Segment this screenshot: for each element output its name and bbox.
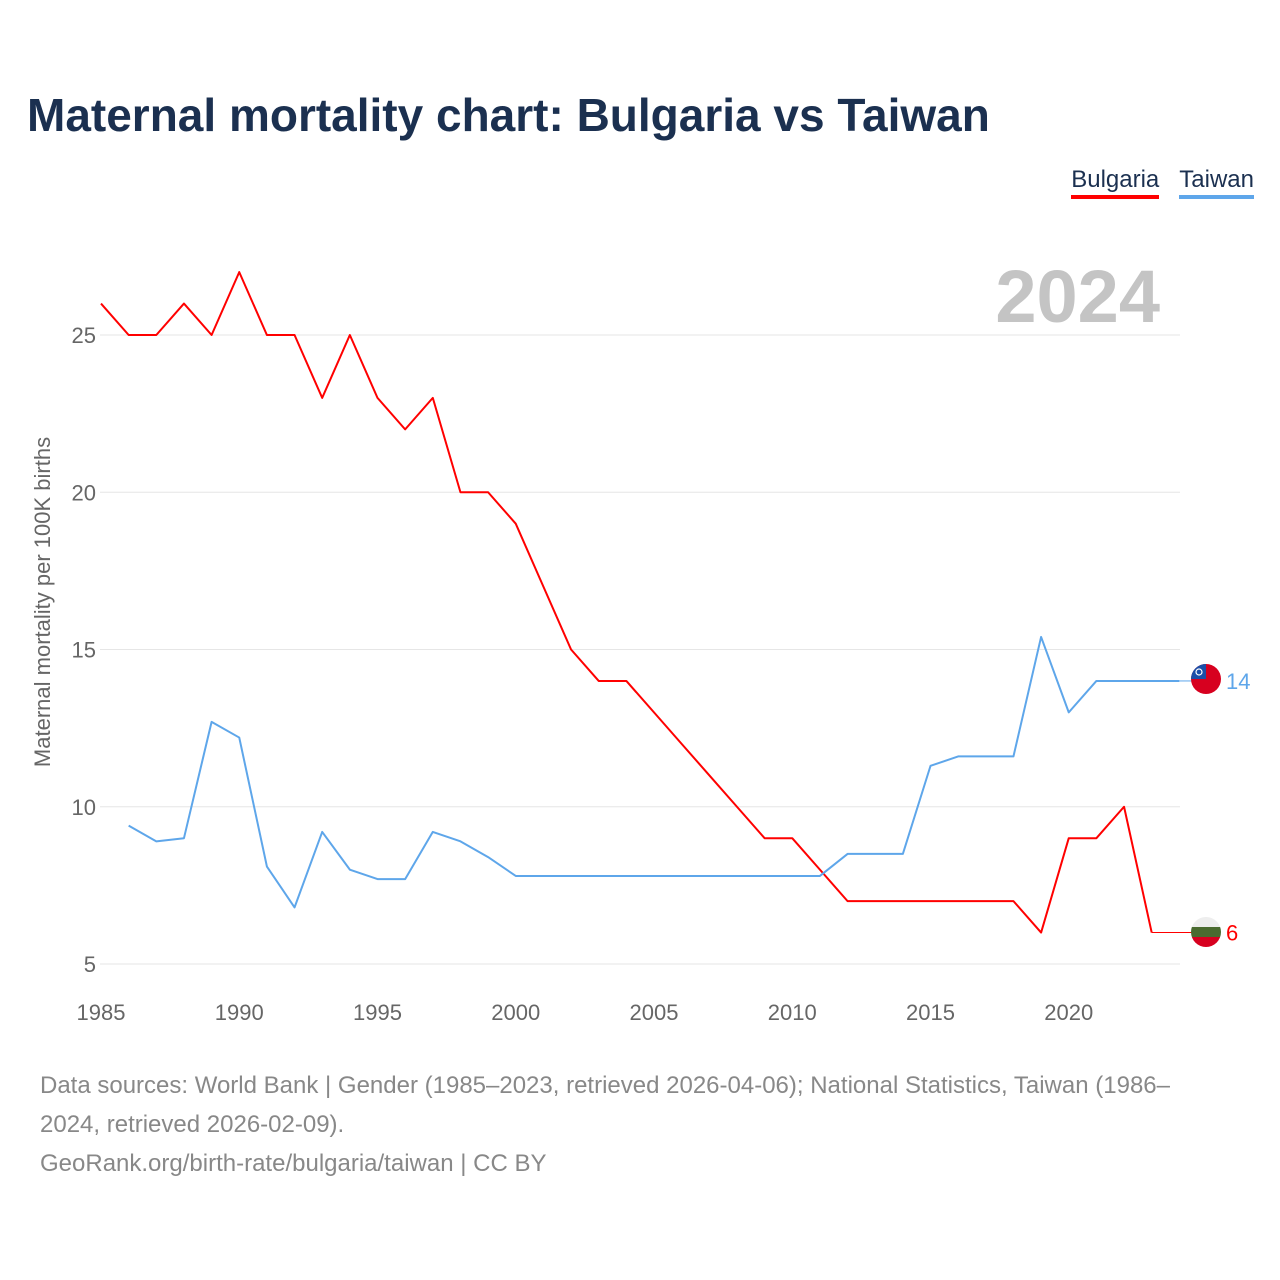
y-tick-label: 25	[72, 323, 96, 348]
x-tick-label: 2015	[906, 1000, 955, 1025]
x-tick-label: 2010	[768, 1000, 817, 1025]
chart-plot: 2024 Maternal mortality per 100K births …	[30, 255, 1250, 1025]
x-tick-label: 2000	[491, 1000, 540, 1025]
y-axis-label: Maternal mortality per 100K births	[30, 437, 55, 767]
end-value-label-taiwan: 14	[1226, 669, 1250, 694]
legend: Bulgaria Taiwan	[1071, 166, 1254, 199]
taiwan-flag-icon	[1191, 664, 1221, 694]
x-tick-label: 1990	[215, 1000, 264, 1025]
footer: Data sources: World Bank | Gender (1985–…	[40, 1066, 1220, 1183]
series-line-bulgaria	[100, 271, 1153, 934]
y-tick-label: 20	[72, 480, 96, 505]
legend-bulgaria[interactable]: Bulgaria	[1071, 166, 1160, 199]
year-watermark: 2024	[995, 255, 1160, 338]
chart-title: Maternal mortality chart: Bulgaria vs Ta…	[27, 89, 990, 141]
legend-taiwan[interactable]: Taiwan	[1179, 166, 1254, 199]
end-value-label-bulgaria: 6	[1226, 921, 1238, 946]
series-line-taiwan	[128, 635, 1180, 909]
y-tick-label: 10	[72, 795, 96, 820]
x-tick-label: 2005	[630, 1000, 679, 1025]
y-tick-label: 5	[84, 952, 96, 977]
data-sources: Data sources: World Bank | Gender (1985–…	[40, 1072, 1170, 1138]
credit-link[interactable]: GeoRank.org/birth-rate/bulgaria/taiwan |…	[40, 1150, 547, 1177]
bulgaria-flag-icon	[1191, 917, 1221, 947]
x-tick-label: 1995	[353, 1000, 402, 1025]
x-tick-label: 1985	[77, 1000, 126, 1025]
y-tick-label: 15	[72, 638, 96, 663]
x-tick-label: 2020	[1044, 1000, 1093, 1025]
